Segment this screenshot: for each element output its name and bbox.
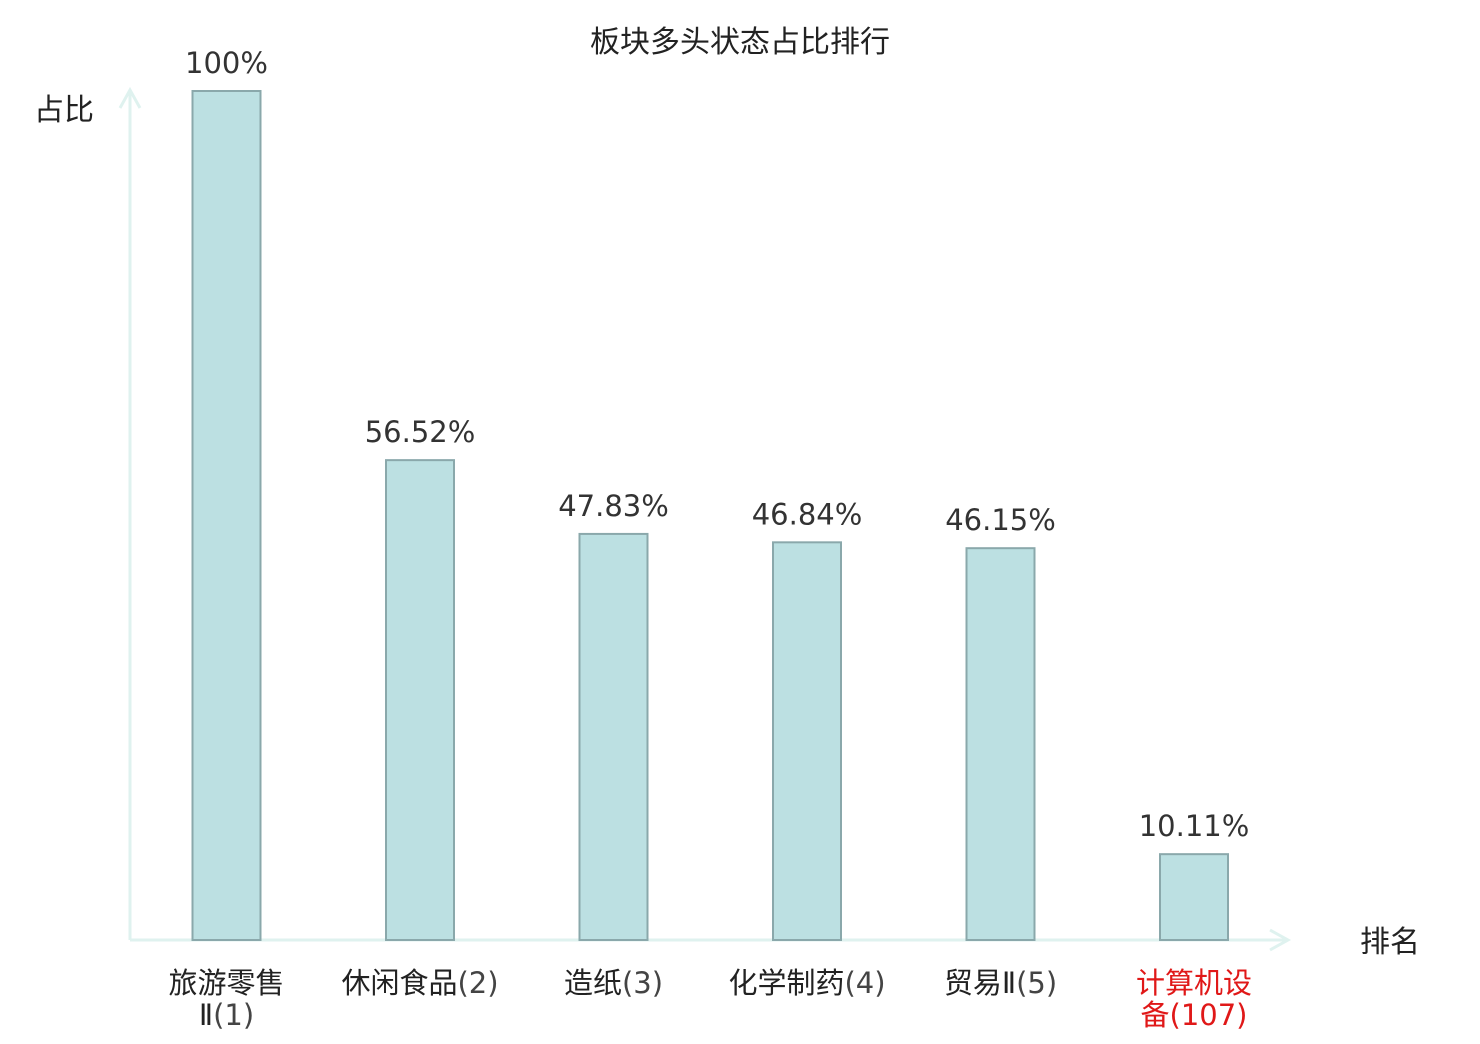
bar [191, 90, 262, 941]
x-tick-label: 化学制药(4) [728, 966, 885, 1000]
bar [772, 541, 842, 942]
bar [578, 532, 649, 941]
bar-value-label: 46.84% [752, 497, 863, 531]
x-axis-arrow-icon [1269, 928, 1292, 952]
y-axis-arrow-icon [118, 86, 142, 109]
bar-value-label: 10.11% [1139, 809, 1250, 843]
bar-value-label: 47.83% [558, 489, 669, 523]
x-axis-label: 排名 [1360, 925, 1420, 960]
x-tick-label: 旅游零售 Ⅱ(1) [168, 966, 284, 1032]
x-axis [130, 928, 1292, 952]
y-axis [118, 86, 142, 940]
bar [965, 547, 1036, 942]
x-tick-label: 造纸(3) [564, 966, 663, 1000]
x-tick-label: 休闲食品(2) [341, 966, 498, 1000]
x-tick-label: 贸易Ⅱ(5) [944, 966, 1057, 1000]
y-axis-label: 占比 [34, 93, 94, 128]
bar-value-label: 100% [185, 46, 268, 80]
bars-group: 100% 旅游零售 Ⅱ(1) 56.52% 休闲食品(2) 47.83% 造纸(3) 46.8… [168, 46, 1252, 1032]
bar [385, 459, 455, 941]
bar-value-label: 46.15% [945, 503, 1056, 537]
bar-value-label: 56.52% [365, 415, 476, 449]
bar [1159, 853, 1229, 941]
x-tick-label: 计算机设备(107) [1136, 966, 1252, 1032]
chart-title: 板块多头状态占比排行 [590, 25, 890, 60]
